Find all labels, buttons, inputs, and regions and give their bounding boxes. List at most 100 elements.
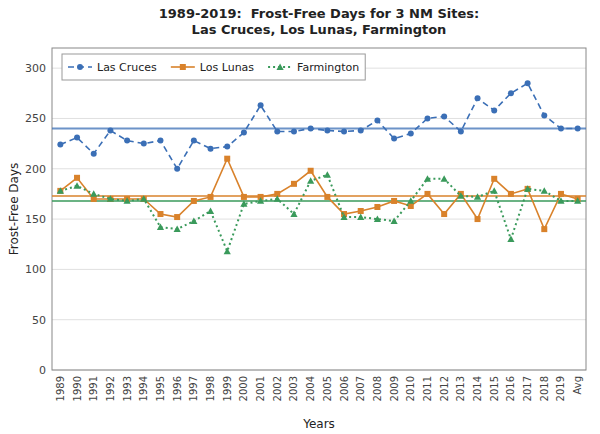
x-tick-label: 2016 [505,376,516,401]
point [57,142,63,148]
y-axis-label: Frost-Free Days [7,163,21,256]
point [174,166,180,172]
point [307,177,314,183]
title: 1989-2019: Frost-Free Days for 3 NM Site… [159,6,480,37]
y-tick-label: 50 [32,314,46,327]
point [541,187,548,193]
point [324,171,331,177]
legend-marker [180,64,186,70]
grid [52,68,586,370]
point [174,214,180,220]
legend-label: Las Cruces [97,61,157,74]
x-tick-label: 2013 [455,376,466,401]
point [191,198,197,204]
point [257,197,264,203]
point [424,175,431,181]
point [491,107,497,113]
point [391,136,397,142]
x-tick-label: 2019 [555,376,566,401]
x-tick-label: 1998 [205,376,216,401]
grid-line [52,269,586,270]
point [90,190,97,196]
point [207,207,214,213]
point [141,141,147,147]
y-tick-label: 250 [25,112,46,125]
point [374,117,380,123]
point [274,129,280,135]
point [174,226,181,232]
x-tick-label: 2003 [288,376,299,401]
point [391,198,397,204]
x-tick-label: 2010 [405,376,416,401]
point [441,175,448,181]
series-line [60,175,577,251]
point [124,138,130,144]
point [157,138,163,144]
point [73,182,80,188]
point [241,194,247,200]
chart: 0501001502002503001989199019911992199319… [0,0,600,434]
grid-line [52,319,586,320]
point [324,194,330,200]
point [507,236,514,242]
point [190,217,197,223]
average-line [52,195,586,197]
point [524,185,531,191]
point [575,126,581,132]
legend-marker [77,64,83,70]
x-tick-label: 1999 [222,376,233,401]
x-tick-label: 2001 [255,376,266,401]
point [157,224,164,230]
plot-frame [52,48,586,370]
point [224,156,230,162]
point [475,95,481,101]
point [123,197,130,203]
x-tick-label: 2007 [355,376,366,401]
point [57,187,64,193]
point [107,128,113,134]
legend-box [62,54,365,80]
point [457,192,464,198]
point [258,102,264,108]
point [324,128,330,134]
x-tick-label: 1990 [72,376,83,401]
point [574,197,581,203]
point [91,151,97,157]
point [424,115,430,121]
x-tick-label: 2015 [489,376,500,401]
grid-line [52,219,586,220]
series-line [60,159,577,229]
point [340,213,347,219]
y-tick-label: 200 [25,163,46,176]
x-tick-label: 2000 [238,376,249,401]
y-tick-label: 150 [25,213,46,226]
point [241,130,247,136]
plot-area [52,80,586,254]
point [91,196,97,202]
point [74,135,80,141]
x-tick-label: 2014 [472,376,483,401]
point [57,188,63,194]
point [441,211,447,217]
point [390,217,397,223]
point [358,128,364,134]
point [308,126,314,132]
point [508,191,514,197]
point [358,208,364,214]
grid-line [52,118,586,119]
x-tick-label: 2002 [272,376,283,401]
point [558,191,564,197]
x-tick-label: 1993 [122,376,133,401]
legend-label: Farmington [297,61,359,74]
point [541,112,547,118]
point [74,175,80,181]
x-tick-label: 2008 [372,376,383,401]
point [408,131,414,137]
point [208,194,214,200]
x-tick-label: 2005 [322,376,333,401]
y-tick-label: 0 [39,364,46,377]
x-tick-label: 2018 [539,376,550,401]
x-tick-label: 2009 [389,376,400,401]
point [157,211,163,217]
point [274,195,281,201]
